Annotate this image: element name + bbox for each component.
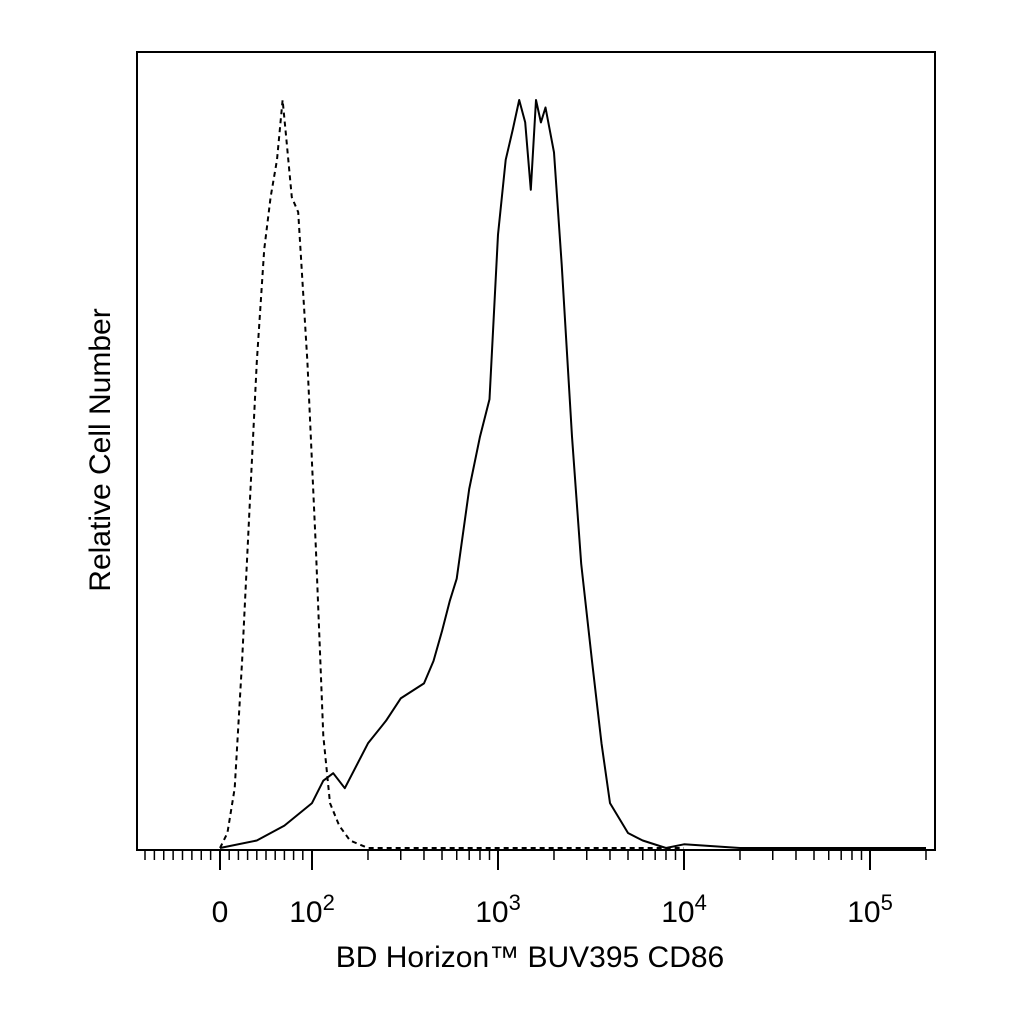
tick-label: 0	[212, 896, 229, 929]
isotype-control-line	[219, 99, 684, 849]
x-axis-label: BD Horizon™ BUV395 CD86	[336, 941, 725, 974]
tick-label: 105	[847, 890, 893, 929]
stained-sample-line	[219, 99, 926, 849]
tick-label: 104	[661, 890, 707, 929]
tick-label: 103	[475, 890, 521, 929]
series-group	[219, 99, 926, 849]
plot-frame	[136, 51, 936, 851]
x-axis-tick-labels: 0 102 103 104 105	[212, 890, 893, 929]
x-axis-ticks	[144, 850, 927, 870]
y-axis-label: Relative Cell Number	[84, 308, 117, 591]
tick-label: 102	[289, 890, 335, 929]
